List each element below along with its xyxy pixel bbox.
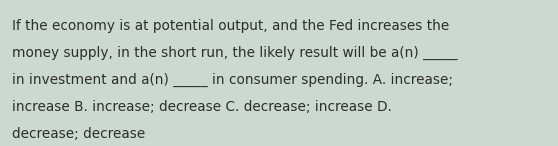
Text: If the economy is at potential output, and the Fed increases the: If the economy is at potential output, a…: [12, 19, 450, 33]
Text: increase B. increase; decrease C. decrease; increase D.: increase B. increase; decrease C. decrea…: [12, 100, 392, 114]
Text: decrease; decrease: decrease; decrease: [12, 127, 146, 141]
Text: money supply, in the short run, the likely result will be a(n) _____: money supply, in the short run, the like…: [12, 46, 458, 60]
Text: in investment and a(n) _____ in consumer spending. A. increase;: in investment and a(n) _____ in consumer…: [12, 73, 453, 87]
